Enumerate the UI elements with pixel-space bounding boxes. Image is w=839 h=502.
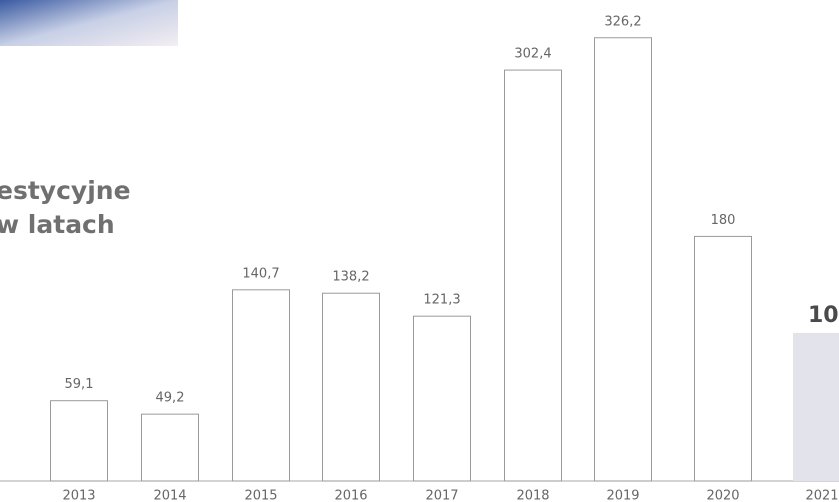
bar [504, 69, 562, 482]
x-tick-label: 2020 [706, 489, 739, 502]
chart-title: estycyjne [0, 176, 131, 205]
bar [232, 289, 290, 482]
value-label: 138,2 [332, 270, 369, 285]
value-label: 49,2 [156, 391, 185, 406]
photo [0, 0, 178, 46]
x-tick-label: 2013 [62, 489, 95, 502]
x-tick-label: 2018 [516, 489, 549, 502]
value-label: 140,7 [242, 266, 279, 281]
value-label: 59,1 [65, 377, 94, 392]
value-label: 326,2 [604, 14, 641, 29]
value-label: 121,3 [423, 293, 460, 308]
value-label: 180 [711, 213, 736, 228]
bar [594, 37, 652, 482]
bar [322, 292, 380, 482]
x-tick-label: 2021 [805, 489, 838, 502]
bar [141, 413, 199, 482]
bar [793, 332, 839, 481]
x-tick-label: 2019 [606, 489, 639, 502]
x-tick-label: 2017 [425, 489, 458, 502]
bar [50, 400, 108, 482]
bar [694, 235, 752, 482]
x-tick-label: 2016 [334, 489, 367, 502]
value-label: 109 [808, 303, 839, 328]
x-tick-label: 2014 [153, 489, 186, 502]
chart-title: w latach [0, 210, 115, 239]
bar [413, 315, 471, 482]
x-tick-label: 2015 [244, 489, 277, 502]
value-label: 302,4 [514, 47, 551, 62]
